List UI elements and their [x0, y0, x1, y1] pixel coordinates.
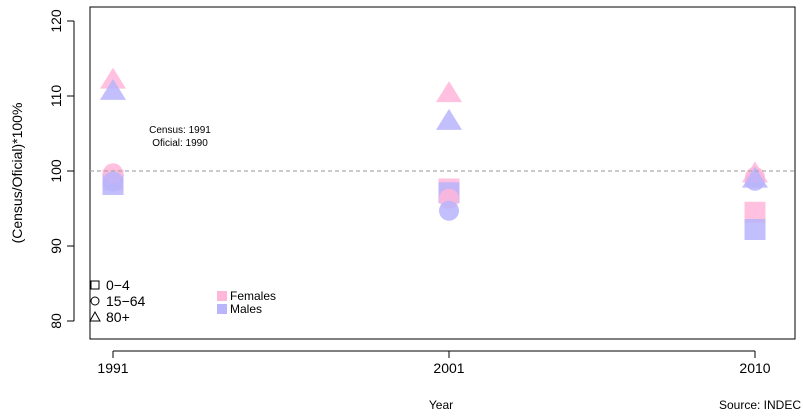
- x-axis: 1991 2001 2010: [97, 350, 771, 376]
- y-tick-label: 100: [48, 159, 64, 183]
- point-square-males: [744, 219, 766, 240]
- data-points: [100, 67, 768, 240]
- point-circle-males: [103, 171, 123, 192]
- y-tick-label: 90: [48, 238, 64, 254]
- legend-triangle-icon: [89, 310, 101, 322]
- color-legend-swatch: [217, 291, 227, 301]
- x-axis-label: Year: [429, 398, 453, 411]
- point-triangle-males: [742, 166, 768, 188]
- y-axis: 80 90 100 110 120: [48, 9, 75, 329]
- plot-frame: [89, 6, 796, 340]
- shape-legend-label: 15−64: [106, 293, 146, 309]
- point-circle-males: [439, 200, 459, 221]
- legend-square-icon: [90, 280, 100, 290]
- source-note: Source: INDEC: [719, 398, 801, 411]
- color-legend-label: Females: [230, 289, 276, 303]
- x-tick-label: 2010: [739, 360, 770, 376]
- x-tick-label: 1991: [97, 360, 128, 376]
- y-tick-label: 120: [48, 9, 64, 33]
- point-triangle-females: [100, 67, 126, 89]
- point-square-females: [744, 201, 766, 223]
- point-triangle-males: [100, 78, 126, 100]
- annotation-oficial: Oficial: 1990: [152, 138, 208, 149]
- y-axis-label: (Census/Oficial)*100%: [9, 103, 25, 244]
- legend-circle-icon: [90, 296, 100, 306]
- shape-legend-label: 0−4: [106, 277, 130, 293]
- y-tick-label: 80: [48, 313, 64, 329]
- point-triangle-females: [436, 81, 462, 103]
- shape-legend-label: 80+: [106, 309, 130, 325]
- y-tick-label: 110: [48, 85, 64, 108]
- color-legend-swatch: [217, 304, 227, 314]
- color-legend-label: Males: [230, 302, 262, 316]
- x-tick-label: 2001: [433, 360, 464, 376]
- point-triangle-males: [436, 108, 462, 130]
- annotation-census: Census: 1991: [149, 125, 211, 136]
